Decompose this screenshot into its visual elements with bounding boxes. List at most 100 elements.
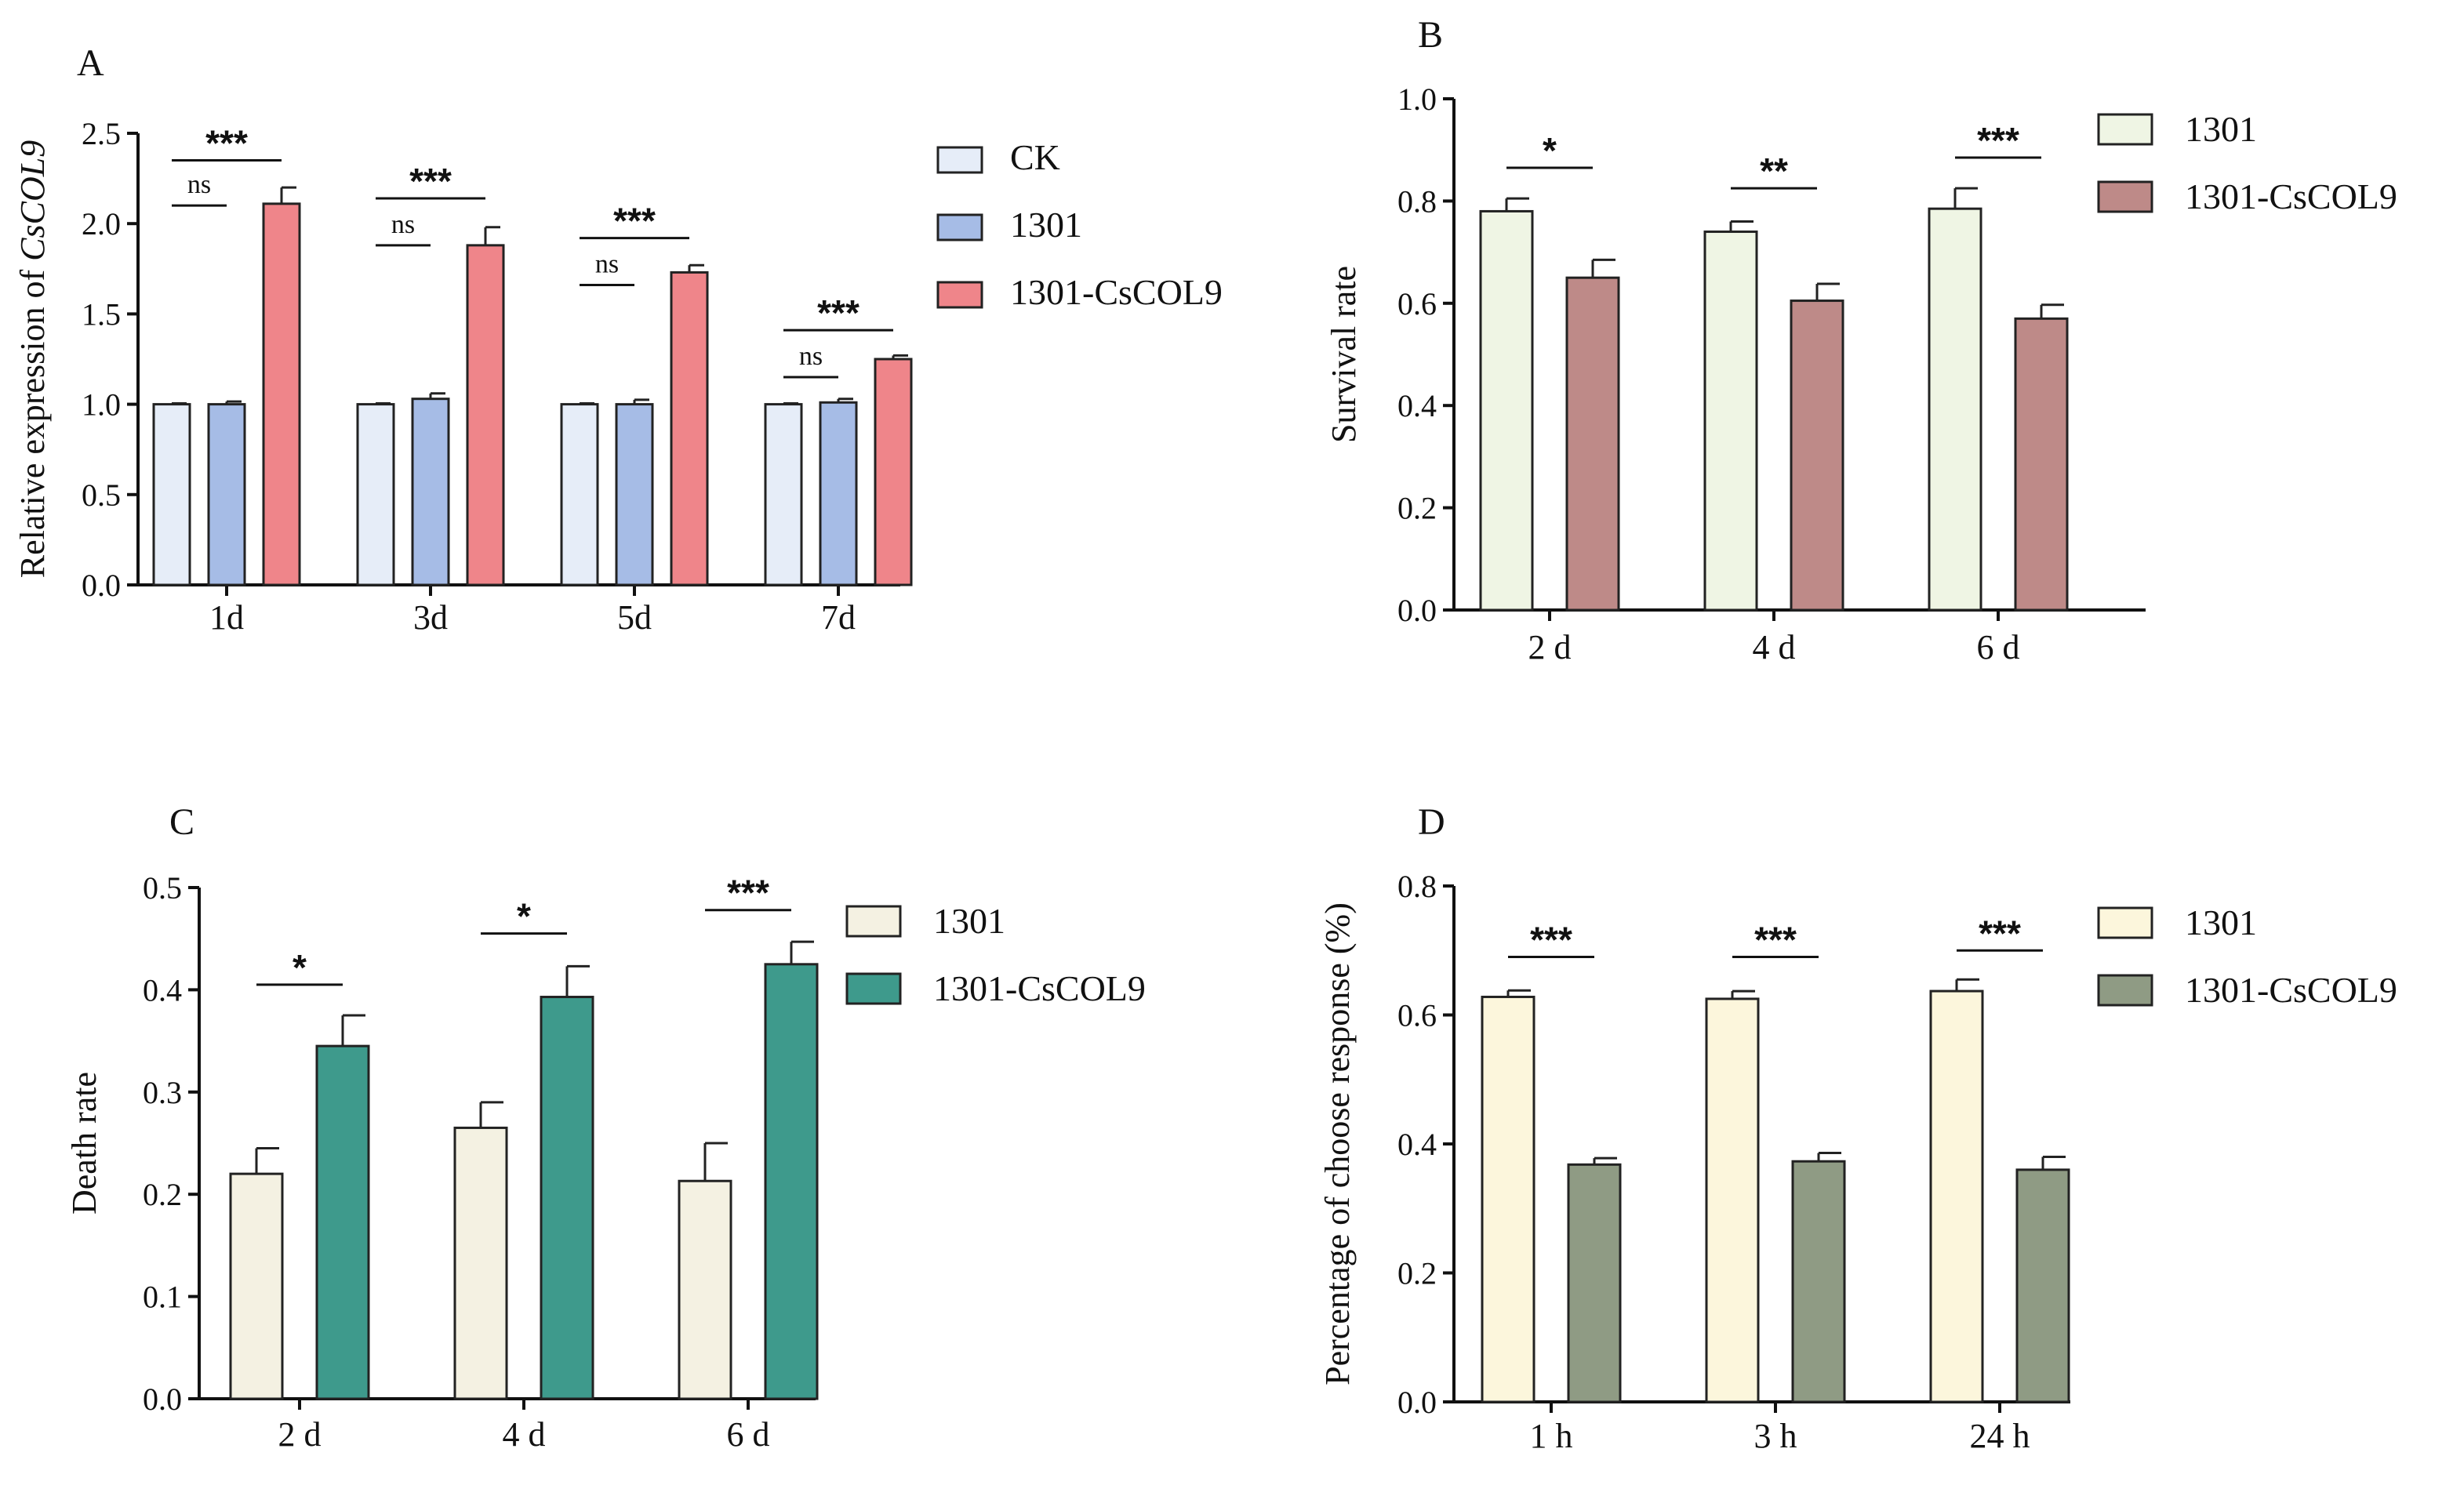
significance-label: ns xyxy=(187,170,211,199)
panel-letter: B xyxy=(1418,14,1443,56)
panel-b: B 0.0 0.2 0.4 0.6 0.8 1.0 Survival rate 2 d 4 d 6 … xyxy=(1325,14,2397,666)
significance-label: *** xyxy=(727,873,769,913)
significance-label: *** xyxy=(1977,120,2019,161)
legend-label: CK xyxy=(1010,137,1060,177)
significance-label: ** xyxy=(1760,151,1788,191)
y-tick-label: 0.0 xyxy=(1397,593,1437,628)
x-tick-label: 6 d xyxy=(727,1415,770,1454)
legend-swatch xyxy=(936,213,983,241)
bar-1301-1h xyxy=(1481,995,1535,1403)
significance-label: *** xyxy=(409,161,452,202)
x-tick-label: 1 h xyxy=(1530,1417,1573,1455)
y-tick-label: 0.8 xyxy=(1397,183,1437,219)
panel-letter: C xyxy=(169,801,194,843)
x-tick-label: 2 d xyxy=(1528,628,1572,666)
significance-label: *** xyxy=(1979,913,2021,953)
bar-ck-3d xyxy=(356,403,395,586)
legend-label: 1301 xyxy=(2185,902,2257,942)
panel-letter: D xyxy=(1418,801,1445,843)
y-axis-title: Death rate xyxy=(65,1072,104,1215)
bar-1301-cscol9-3d xyxy=(466,244,505,586)
legend-label: 1301 xyxy=(2185,109,2257,149)
significance-label: * xyxy=(517,896,531,937)
bar-1301-cscol9-4d xyxy=(1790,300,1844,612)
legend-label: 1301-CsCOL9 xyxy=(2185,176,2397,216)
x-tick-label: 2 d xyxy=(278,1415,322,1454)
bar-1301-6d xyxy=(1928,207,1982,612)
bar-1301-cscol9-2d xyxy=(315,1044,370,1400)
legend-label: 1301-CsCOL9 xyxy=(2185,970,2397,1010)
x-tick-label: 6 d xyxy=(1977,628,2020,666)
y-tick-label: 0.0 xyxy=(82,568,121,603)
y-tick-label: 0.4 xyxy=(143,972,182,1008)
y-tick-label: 2.5 xyxy=(82,116,121,151)
y-tick-label: 0.2 xyxy=(143,1177,182,1212)
bar-1301-4d xyxy=(453,1126,508,1400)
legend-swatch xyxy=(936,281,983,309)
bar-ck-7d xyxy=(764,403,803,586)
y-tick-label: 1.0 xyxy=(82,387,121,423)
legend-swatch xyxy=(845,972,902,1005)
bar-1301-cscol9-6d xyxy=(764,963,819,1400)
bar-1301-6d xyxy=(678,1179,732,1400)
legend-swatch xyxy=(2097,974,2153,1007)
bar-1301-cscol9-1h xyxy=(1567,1163,1622,1403)
bar-1301-cscol9-1d xyxy=(262,202,301,586)
y-axis-title: Survival rate xyxy=(1325,266,1363,443)
legend-label: 1301 xyxy=(1010,205,1082,245)
y-tick-label: 0.4 xyxy=(1397,1127,1437,1162)
legend-label: 1301-CsCOL9 xyxy=(933,968,1146,1008)
bar-1301-cscol9-7d xyxy=(874,358,913,586)
bar-1301-4d xyxy=(1703,231,1758,612)
y-axis-title-prefix: Relative expression of xyxy=(13,261,52,578)
bar-1301-cscol9-2d xyxy=(1565,276,1620,612)
y-tick-label: 0.0 xyxy=(1397,1385,1437,1420)
significance-label: *** xyxy=(205,123,248,164)
y-tick-label: 0.8 xyxy=(1397,869,1437,904)
bar-ck-5d xyxy=(560,403,599,586)
significance-label: *** xyxy=(817,292,859,333)
bar-ck-1d xyxy=(152,403,191,586)
bar-1301-cscol9-5d xyxy=(670,270,709,586)
bar-1301-1d xyxy=(207,403,246,586)
y-axis-title-gene: CsCOL9 xyxy=(13,140,52,261)
legend-swatch xyxy=(845,905,902,938)
panel-a: A 0.0 0.5 1.0 1.5 2.0 2.5 Relative expression o… xyxy=(13,42,1223,637)
legend-swatch xyxy=(2097,113,2153,146)
y-tick-label: 0.2 xyxy=(1397,1256,1437,1291)
bar-1301-cscol9-4d xyxy=(540,996,594,1400)
legend-swatch xyxy=(2097,180,2153,213)
bar-1301-cscol9-24h xyxy=(2015,1168,2070,1403)
x-tick-label: 4 d xyxy=(503,1415,546,1454)
legend-swatch xyxy=(2097,906,2153,939)
x-tick-label: 3d xyxy=(413,598,448,637)
y-tick-label: 1.5 xyxy=(82,296,121,332)
panel-d: D 0.0 0.2 0.4 0.6 0.8 Percentage of choose res… xyxy=(1318,801,2397,1455)
significance-label: *** xyxy=(613,201,656,241)
significance-label: ns xyxy=(595,250,619,279)
x-tick-label: 1d xyxy=(209,598,244,637)
bar-1301-2d xyxy=(229,1172,284,1400)
significance-label: ns xyxy=(799,342,823,371)
y-tick-label: 0.1 xyxy=(143,1280,182,1315)
bar-1301-3h xyxy=(1705,997,1760,1403)
bar-1301-3d xyxy=(411,398,450,586)
legend-label: 1301 xyxy=(933,901,1005,941)
significance-label: *** xyxy=(1530,919,1572,960)
y-tick-label: 1.0 xyxy=(1397,82,1437,117)
bar-1301-5d xyxy=(615,403,654,586)
significance-label: * xyxy=(293,947,307,988)
x-tick-label: 24 h xyxy=(1970,1417,2030,1455)
y-tick-label: 0.6 xyxy=(1397,998,1437,1033)
x-tick-label: 4 d xyxy=(1753,628,1796,666)
panel-letter: A xyxy=(77,42,104,84)
y-axis-title: Relative expression of CsCOL9 xyxy=(13,140,52,579)
y-axis-title: Percentage of choose response (%) xyxy=(1318,902,1357,1385)
y-tick-label: 0.0 xyxy=(143,1382,182,1417)
x-tick-label: 3 h xyxy=(1754,1417,1797,1455)
y-tick-label: 0.6 xyxy=(1397,286,1437,321)
y-tick-label: 0.5 xyxy=(143,870,182,906)
x-tick-label: 7d xyxy=(821,598,856,637)
